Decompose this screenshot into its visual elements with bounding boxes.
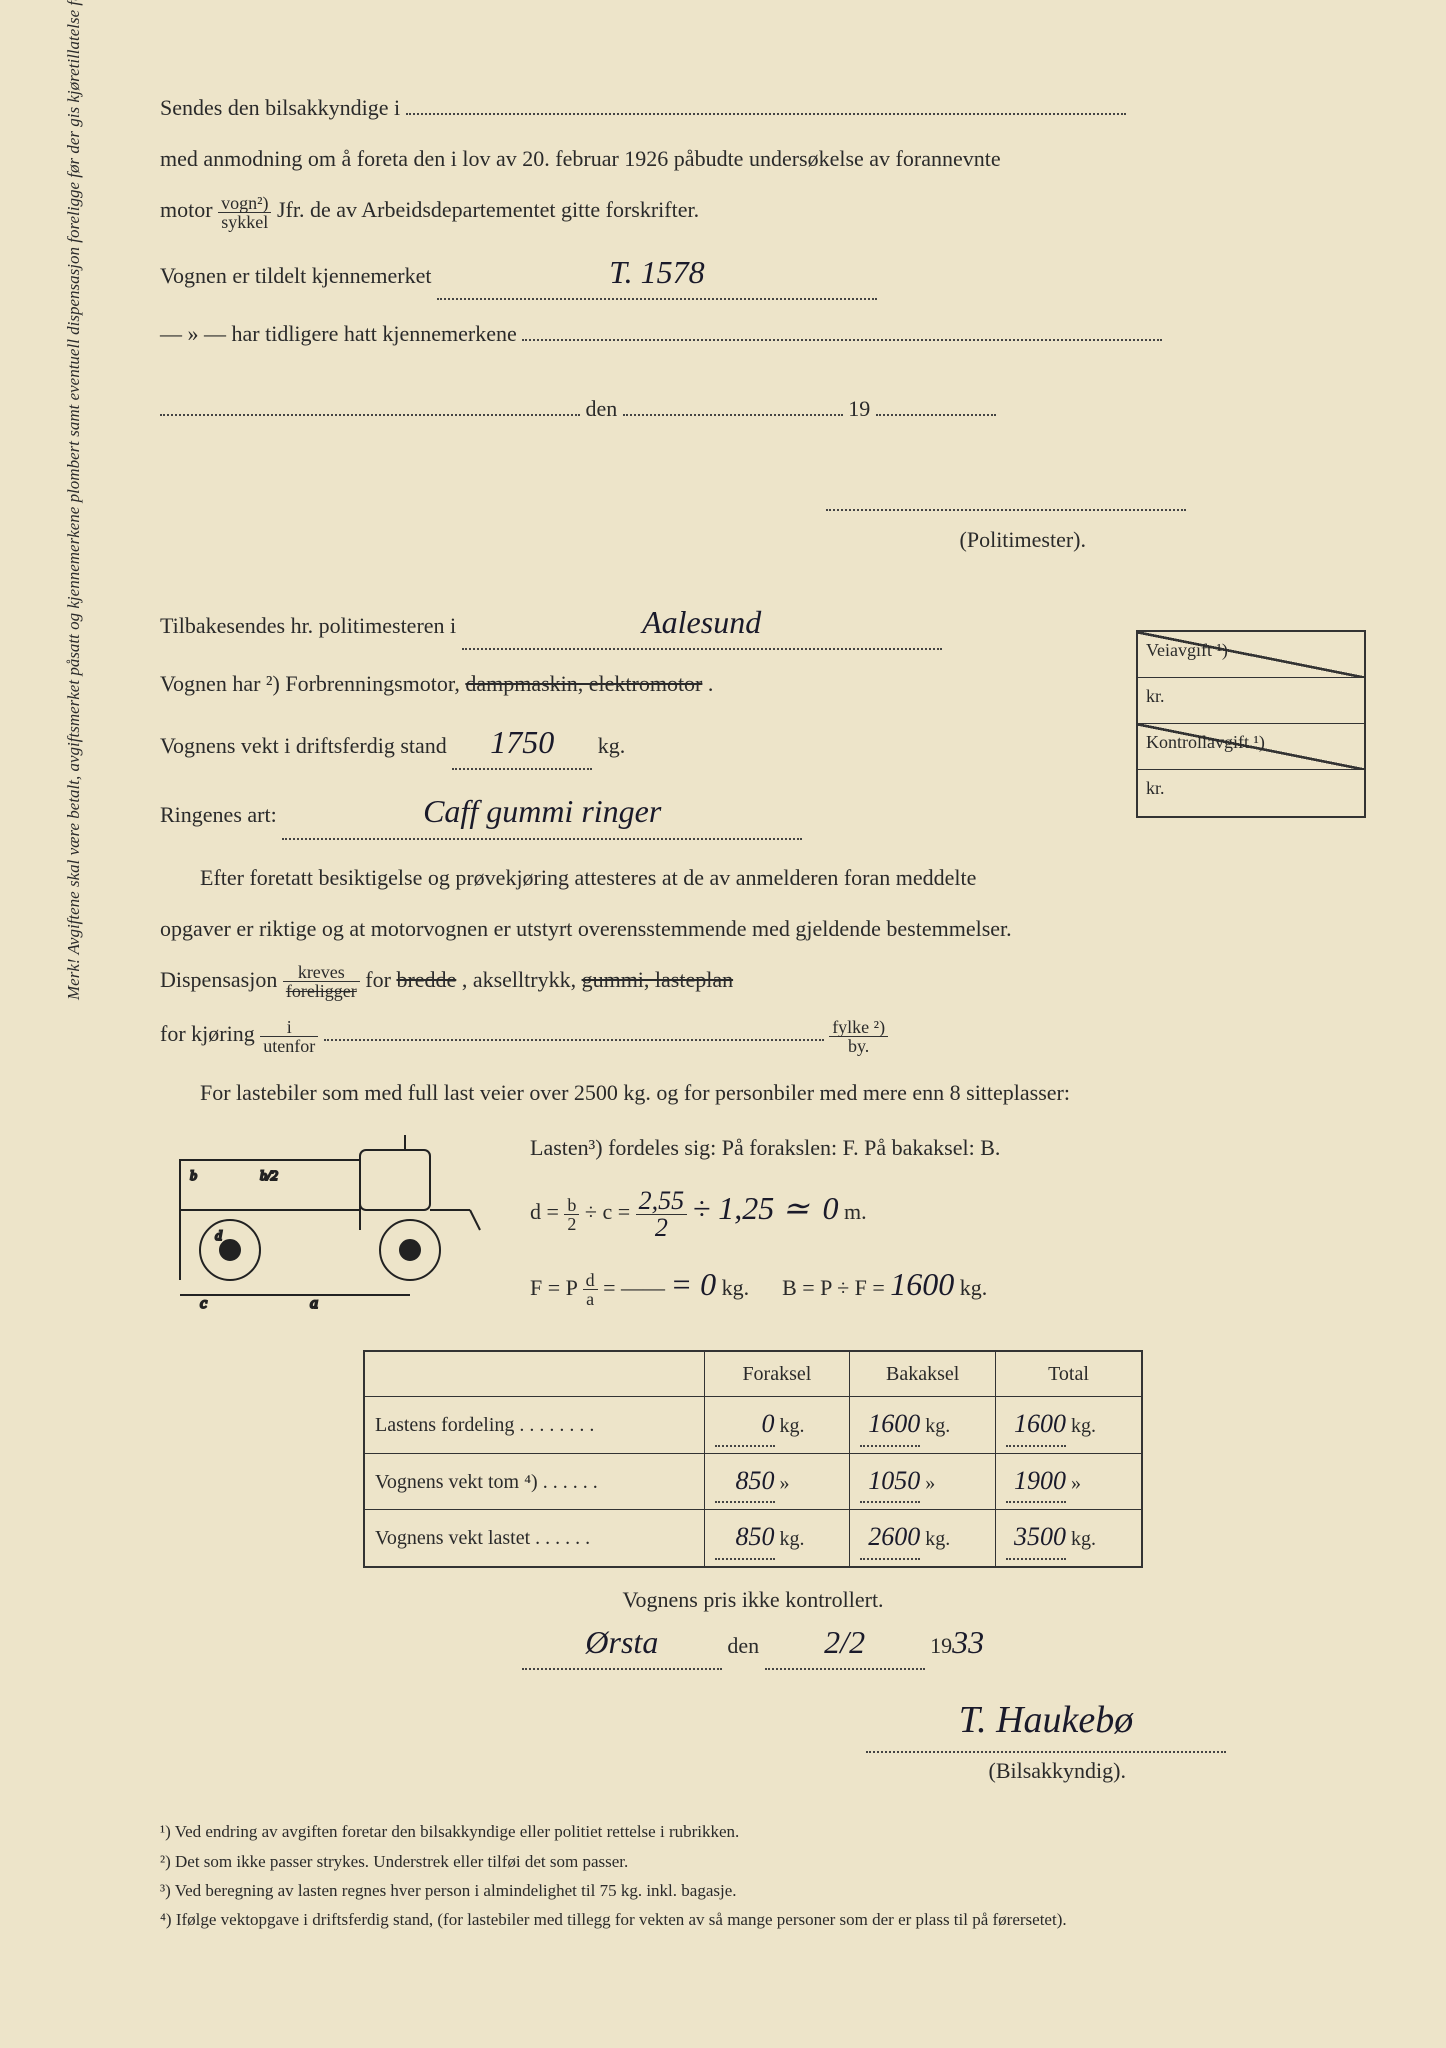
fraction-kreves: kreves foreligger bbox=[283, 963, 360, 1000]
footnote-3: ³) Ved beregning av lasten regnes hver p… bbox=[160, 1877, 1346, 1904]
th-foraksel: Foraksel bbox=[704, 1351, 850, 1397]
row-vekt-tom: Vognens vekt tom ⁴) . . . . . . 850 » 10… bbox=[364, 1453, 1142, 1510]
fraction-i-utenfor: i utenfor bbox=[260, 1018, 318, 1055]
lasten-fordeling-line: Lasten³) fordeles sig: På forakslen: F. … bbox=[530, 1130, 1346, 1165]
line-kjoring: for kjøring i utenfor fylke ²) by. bbox=[160, 1016, 1346, 1054]
footnotes: ¹) Ved endring av avgiften foretar den b… bbox=[160, 1818, 1346, 1933]
th-blank bbox=[364, 1351, 704, 1397]
row-lastens-fordeling: Lastens fordeling . . . . . . . . 0 kg. … bbox=[364, 1397, 1142, 1454]
sig-place: Ørsta bbox=[585, 1624, 658, 1660]
formula-d: d = b2 ÷ c = 2,552 ÷ 1,25 ≃ 0 m. bbox=[530, 1183, 1346, 1240]
content-area: Sendes den bilsakkyndige i med anmodning… bbox=[160, 90, 1346, 1933]
fee-kontroll-value: kr. bbox=[1138, 770, 1364, 816]
sig-year: 33 bbox=[952, 1624, 984, 1660]
text: 19 bbox=[848, 396, 870, 421]
line-anmodning: med anmodning om å foreta den i lov av 2… bbox=[160, 141, 1346, 176]
sted-value: Aalesund bbox=[642, 604, 761, 640]
text: motor bbox=[160, 197, 218, 222]
th-bakaksel: Bakaksel bbox=[850, 1351, 996, 1397]
weight-table: Foraksel Bakaksel Total Lastens fordelin… bbox=[363, 1350, 1143, 1568]
sig-date: 2/2 bbox=[824, 1624, 865, 1660]
fee-veiavgift-header: Veiavgift ¹) bbox=[1138, 632, 1364, 678]
side-margin-note: Merk! Avgiftene skal være betalt, avgift… bbox=[60, 0, 87, 1000]
text: for bbox=[365, 967, 396, 992]
pris-line: Vognens pris ikke kontrollert. bbox=[160, 1582, 1346, 1617]
text: for kjøring bbox=[160, 1021, 260, 1046]
line-dato: den 19 bbox=[160, 391, 1346, 426]
vekt-value: 1750 bbox=[490, 724, 554, 760]
svg-text:b/2: b/2 bbox=[260, 1169, 278, 1184]
text: Tilbakesendes hr. politimesteren i bbox=[160, 613, 462, 638]
text: Vognen har ²) Forbrenningsmotor, bbox=[160, 671, 465, 696]
kjennemerke-value: T. 1578 bbox=[609, 254, 704, 290]
formulas-block: Lasten³) fordeles sig: På forakslen: F. … bbox=[530, 1130, 1346, 1310]
fraction-vogn-sykkel: vogn²) sykkel bbox=[218, 194, 271, 231]
fee-kontroll-header: Kontrollavgift ¹) bbox=[1138, 724, 1364, 770]
text: Vognens vekt i driftsferdig stand bbox=[160, 733, 452, 758]
svg-text:b: b bbox=[190, 1169, 197, 1184]
line-motor: motor vogn²) sykkel Jfr. de av Arbeidsde… bbox=[160, 192, 1346, 230]
truck-diagram: c a b b/2 d bbox=[160, 1130, 500, 1320]
row-vekt-lastet: Vognens vekt lastet . . . . . . 850 kg. … bbox=[364, 1510, 1142, 1567]
text: Sendes den bilsakkyndige i bbox=[160, 95, 406, 120]
svg-text:c: c bbox=[200, 1295, 207, 1310]
text: den bbox=[586, 396, 618, 421]
formula-F-B: F = P da = —— = 0 kg. B = P ÷ F = 1600 k… bbox=[530, 1259, 1346, 1310]
line-tidligere: — » — har tidligere hatt kjennemerkene bbox=[160, 316, 1346, 351]
struck-text: dampmaskin, elektromotor bbox=[465, 671, 702, 696]
struck-bredde: bredde bbox=[396, 967, 456, 992]
svg-text:a: a bbox=[310, 1295, 318, 1310]
svg-text:d: d bbox=[215, 1229, 223, 1244]
truck-diagram-row: c a b b/2 d Lasten³) fordeles sig: På fo… bbox=[160, 1130, 1346, 1320]
signature-line: T. Haukebø (Bilsakkyndig). bbox=[160, 1690, 1226, 1788]
text: kg. bbox=[598, 733, 626, 758]
line-politimester: (Politimester). bbox=[160, 486, 1186, 556]
fraction-fylke-by: fylke ²) by. bbox=[829, 1018, 888, 1055]
text: Jfr. de av Arbeidsdepartementet gitte fo… bbox=[277, 197, 699, 222]
signature-date-line: Ørsta den 2/2 1933 bbox=[160, 1617, 1346, 1670]
bilsakkyndig-label: (Bilsakkyndig). bbox=[989, 1758, 1127, 1783]
text: Vognen er tildelt kjennemerket bbox=[160, 263, 437, 288]
signature-value: T. Haukebø bbox=[959, 1699, 1134, 1741]
footnote-2: ²) Det som ikke passer strykes. Understr… bbox=[160, 1848, 1346, 1875]
ringene-value: Caff gummi ringer bbox=[423, 793, 661, 829]
line-attest1: Efter foretatt besiktigelse og prøvekjør… bbox=[160, 860, 1346, 895]
fee-veiavgift-value: kr. bbox=[1138, 678, 1364, 724]
line-kjennemerke: Vognen er tildelt kjennemerket T. 1578 bbox=[160, 247, 1346, 300]
th-total: Total bbox=[996, 1351, 1142, 1397]
line-lastebiler: For lastebiler som med full last veier o… bbox=[160, 1075, 1346, 1110]
line-dispensasjon: Dispensasjon kreves foreligger for bredd… bbox=[160, 962, 1346, 1000]
text: , akselltrykk, bbox=[462, 967, 582, 992]
footnote-1: ¹) Ved endring av avgiften foretar den b… bbox=[160, 1818, 1346, 1845]
text: . bbox=[708, 671, 714, 696]
document-page: Merk! Avgiftene skal være betalt, avgift… bbox=[0, 0, 1446, 2048]
line-sendes: Sendes den bilsakkyndige i bbox=[160, 90, 1346, 125]
text: Dispensasjon bbox=[160, 967, 283, 992]
text: — » — har tidligere hatt kjennemerkene bbox=[160, 321, 522, 346]
footnote-4: ⁴) Ifølge vektopgave i driftsferdig stan… bbox=[160, 1906, 1346, 1933]
struck-gummi: gummi, lasteplan bbox=[582, 967, 734, 992]
text: Ringenes art: bbox=[160, 802, 282, 827]
line-attest2: opgaver er riktige og at motorvognen er … bbox=[160, 911, 1346, 946]
fee-box: Veiavgift ¹) kr. Kontrollavgift ¹) kr. bbox=[1136, 630, 1366, 818]
politimester-label: (Politimester). bbox=[960, 527, 1086, 552]
